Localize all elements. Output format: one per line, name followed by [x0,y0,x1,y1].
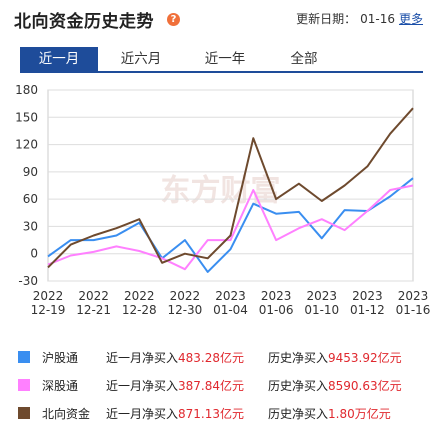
legend-name: 北向资金 [42,407,91,421]
legend-month-value: 483.28亿元 [178,351,245,365]
y-tick-label: 150 [15,110,38,124]
y-tick-label: -30 [18,274,38,288]
legend-swatch-hgt [18,351,30,363]
legend-name: 深股通 [42,379,79,393]
x-tick-label-year: 2022 [78,289,109,303]
page-title: 北向资金历史走势 [14,12,154,32]
watermark: 东方财富 [161,174,281,209]
x-tick-label-date: 01-06 [259,303,294,317]
series-line-北向资金 [47,107,414,269]
y-tick-label: 30 [23,219,38,233]
legend-month-value: 387.84亿元 [178,379,245,393]
y-tick-label: 60 [23,192,38,206]
legend-row-north: 北向资金 近一月净买入871.13亿元 历史净买入1.80万亿元 [0,402,445,424]
update-date-value: 01-16 [360,12,395,26]
legend-hist: 历史净买入8590.63亿元 [268,379,402,393]
x-tick-label-year: 2023 [352,289,383,303]
tab-1-month[interactable]: 近一月 [20,47,98,71]
x-tick-label-date: 12-28 [122,303,157,317]
legend-month: 近一月净买入483.28亿元 [106,351,245,365]
x-tick-label-date: 12-21 [76,303,111,317]
x-tick-label-date: 01-16 [396,303,431,317]
header: 北向资金历史走势 ? 更新日期： 01-16 更多 [0,0,445,40]
legend-month: 近一月净买入871.13亿元 [106,407,245,421]
legend-hist-value: 1.80万亿元 [328,407,391,421]
x-tick-label-year: 2023 [306,289,337,303]
tab-1-year[interactable]: 近一年 [204,51,246,67]
more-link[interactable]: 更多 [398,12,423,26]
series-line-沪股通 [47,177,414,273]
north-flow-chart: 东方财富-300306090120150180202212-19202212-2… [15,83,431,317]
legend-row-sgt: 深股通 近一月净买入387.84亿元 历史净买入8590.63亿元 [0,374,445,396]
x-tick-label-date: 01-12 [350,303,385,317]
y-tick-label: 90 [23,165,38,179]
x-tick-label-year: 2022 [170,289,201,303]
legend-hist: 历史净买入1.80万亿元 [268,407,391,421]
x-tick-label-year: 2022 [124,289,155,303]
update-date-label: 更新日期： [296,12,357,26]
legend-swatch-north [18,407,30,419]
x-tick-label-year: 2023 [398,289,429,303]
help-icon[interactable]: ? [167,13,180,26]
x-tick-label-year: 2023 [215,289,246,303]
tab-all[interactable]: 全部 [290,51,318,67]
y-tick-label: 0 [30,247,38,261]
x-tick-label-year: 2022 [33,289,64,303]
x-tick-label-date: 01-04 [213,303,248,317]
x-tick-label-date: 01-10 [304,303,339,317]
y-tick-label: 180 [15,83,38,97]
legend-row-hgt: 沪股通 近一月净买入483.28亿元 历史净买入9453.92亿元 [0,346,445,368]
period-tabs: 近一月 近六月 近一年 全部 [20,47,423,73]
x-tick-label-date: 12-30 [167,303,202,317]
legend-hist: 历史净买入9453.92亿元 [268,351,402,365]
series-line-深股通 [47,184,414,271]
legend-month: 近一月净买入387.84亿元 [106,379,245,393]
legend-name: 沪股通 [42,351,79,365]
legend-swatch-sgt [18,379,30,391]
x-tick-label-year: 2023 [261,289,292,303]
update-info: 更新日期： 01-16 更多 [296,10,423,27]
x-tick-label-date: 12-19 [31,303,66,317]
tab-6-months[interactable]: 近六月 [120,51,162,67]
legend-month-value: 871.13亿元 [178,407,245,421]
legend-hist-value: 8590.63亿元 [328,379,402,393]
y-tick-label: 120 [15,138,38,152]
legend-hist-value: 9453.92亿元 [328,351,402,365]
